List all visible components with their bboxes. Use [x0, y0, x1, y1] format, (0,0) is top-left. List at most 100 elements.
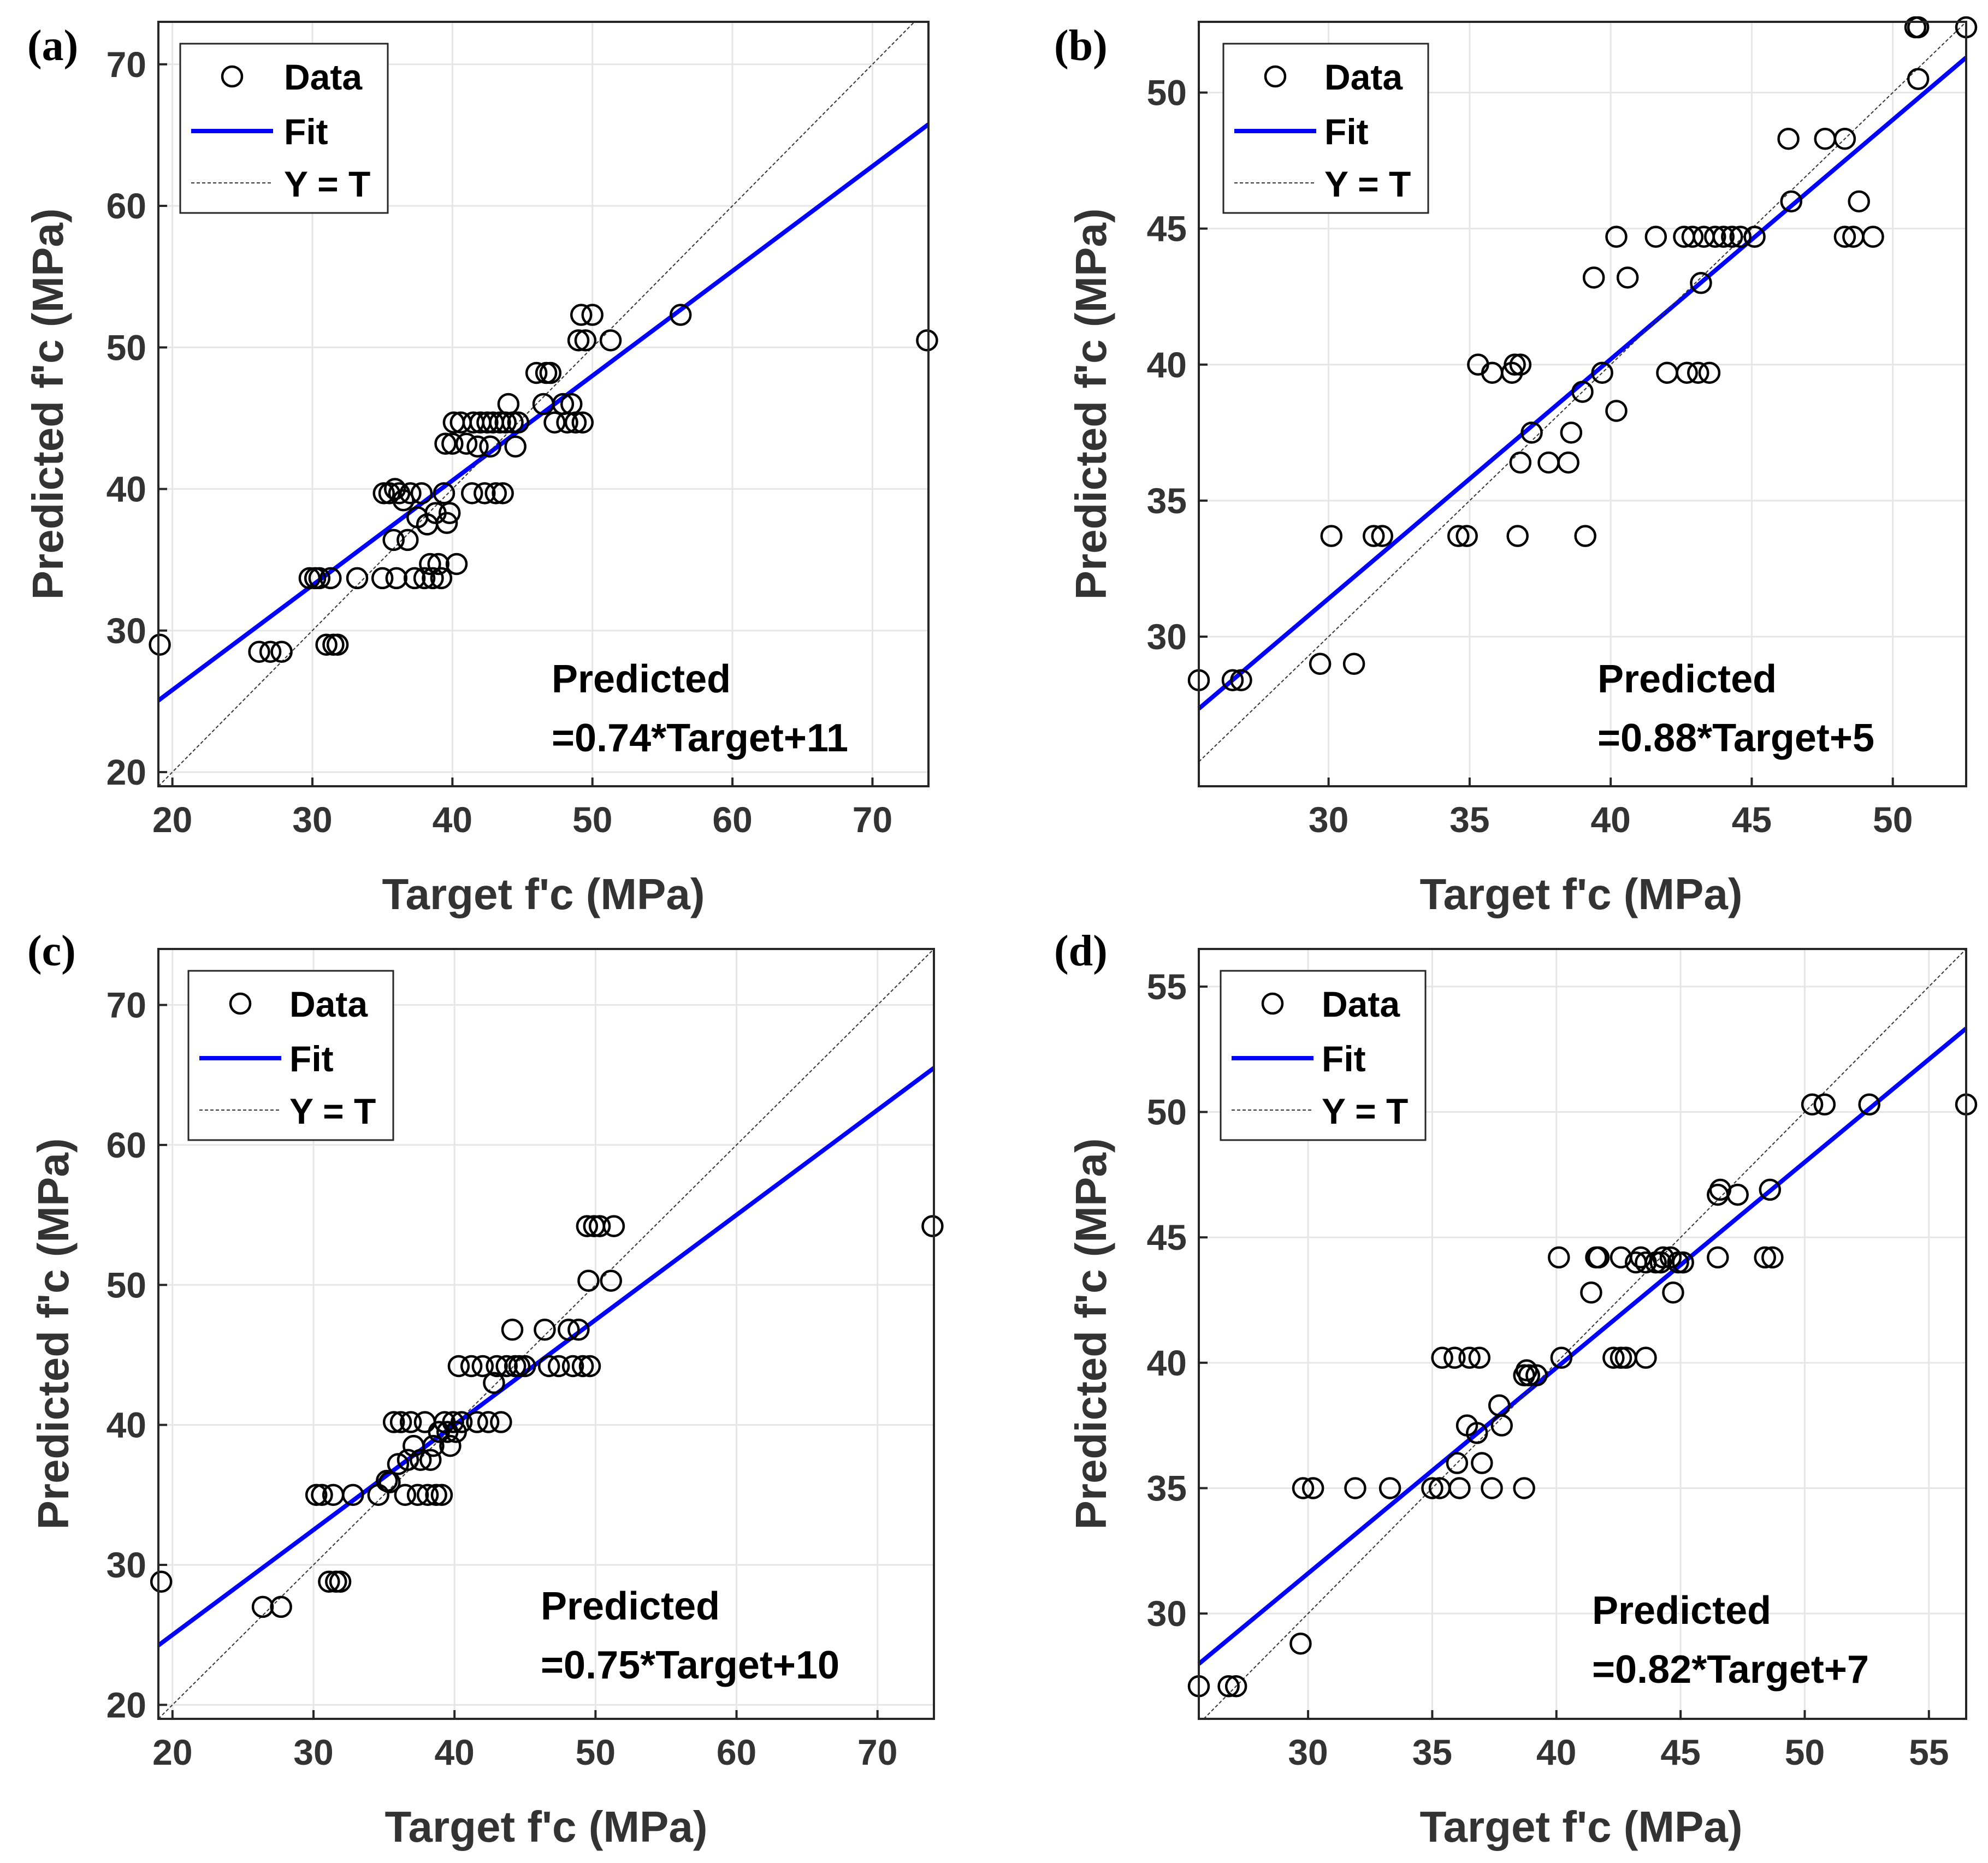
- data-point: [1471, 1452, 1493, 1474]
- data-point: [413, 567, 436, 590]
- data-point: [1848, 190, 1870, 213]
- data-point: [1557, 451, 1579, 474]
- identity-line-path: [158, 948, 934, 1719]
- data-point: [1509, 451, 1532, 474]
- data-point: [1644, 226, 1667, 248]
- y-tick-label: 40: [106, 469, 146, 509]
- data-point: [1548, 1246, 1570, 1269]
- fit-line-path: [1197, 1027, 1968, 1666]
- legend-box: [1222, 43, 1429, 214]
- legend-data-marker: [1264, 65, 1287, 88]
- data-point: [501, 411, 524, 434]
- data-point: [1814, 127, 1836, 150]
- data-point: [382, 1411, 405, 1433]
- data-point: [525, 361, 548, 384]
- data-point: [1704, 226, 1726, 248]
- data-point: [1582, 266, 1605, 289]
- y-axis-label: Predicted f'c (MPa): [29, 1138, 78, 1530]
- data-point: [1509, 353, 1532, 376]
- data-point: [1681, 226, 1704, 248]
- legend-box: [179, 43, 389, 214]
- y-tick-label: 35: [1147, 1468, 1187, 1508]
- data-point: [1520, 422, 1543, 444]
- data-point: [577, 1269, 600, 1292]
- equation-line-1: Predicted: [541, 1585, 720, 1628]
- identity-line-path: [1203, 948, 1967, 1719]
- panel-a: 20 30 40 50 60 70 20 30 40 50 60 70 (a) Target f'c…: [23, 21, 938, 918]
- data-point: [599, 329, 622, 352]
- data-point: [1378, 1477, 1401, 1499]
- data-point: [1698, 361, 1721, 384]
- data-point: [419, 553, 441, 575]
- x-tick-label: 30: [293, 1732, 333, 1772]
- x-tick-label: 30: [1288, 1732, 1328, 1772]
- x-tick-label: 30: [292, 799, 332, 840]
- data-points: [150, 1215, 944, 1618]
- identity-line-path: [158, 21, 915, 787]
- data-point: [1455, 525, 1478, 547]
- y-tick-labels: 30 35 40 45 50 55: [1147, 966, 1187, 1634]
- data-point: [1458, 1346, 1481, 1369]
- data-point: [329, 1570, 352, 1593]
- data-point: [308, 567, 331, 590]
- x-axis-label: Target f'c (MPa): [382, 870, 705, 918]
- y-tick-label: 30: [106, 1545, 146, 1585]
- data-point: [477, 1411, 500, 1433]
- data-point: [921, 1215, 944, 1237]
- data-point: [251, 1595, 274, 1618]
- data-point: [484, 482, 507, 505]
- x-tick-label: 40: [1536, 1732, 1576, 1772]
- data-point: [1721, 226, 1743, 248]
- data-point: [1481, 1477, 1503, 1499]
- data-point: [460, 1355, 483, 1378]
- data-point: [1652, 1246, 1675, 1269]
- data-point: [394, 1484, 417, 1506]
- y-tick-label: 50: [1147, 73, 1187, 113]
- data-point: [1363, 525, 1385, 547]
- data-point: [1605, 400, 1628, 422]
- data-point: [455, 432, 478, 455]
- x-tick-labels: 20 30 40 50 60 70: [152, 799, 892, 840]
- data-point: [378, 1471, 401, 1493]
- legend-fit-label: Fit: [284, 111, 328, 152]
- data-point: [378, 482, 401, 505]
- data-point: [1907, 16, 1930, 39]
- panel-d: 30 35 40 45 50 55 30 35 40 45 50 55 (d) Target f'c…: [1054, 927, 1978, 1851]
- legend: Data Fit Y = T: [1222, 43, 1429, 214]
- y-tick-label: 40: [1147, 345, 1187, 385]
- data-point: [450, 1411, 473, 1433]
- data-point: [315, 633, 338, 656]
- x-tick-labels: 20 30 40 50 60 70: [152, 1732, 897, 1772]
- legend-data-label: Data: [1324, 57, 1403, 97]
- legend-data-label: Data: [289, 984, 368, 1024]
- legend-yt-label: Y = T: [1324, 164, 1411, 204]
- x-tick-label: 45: [1732, 799, 1772, 840]
- x-tick-label: 40: [433, 799, 472, 840]
- data-point: [1801, 1093, 1824, 1116]
- data-point: [1320, 525, 1343, 547]
- x-axis-label: Target f'c (MPa): [1420, 870, 1743, 918]
- x-tick-label: 60: [712, 799, 752, 840]
- data-point: [1443, 1346, 1466, 1369]
- data-point: [397, 529, 419, 551]
- panel-label: (a): [27, 22, 78, 70]
- data-point: [578, 1355, 601, 1378]
- data-point: [305, 1484, 328, 1506]
- data-point: [1707, 1246, 1729, 1269]
- data-point: [471, 1355, 494, 1378]
- equation-line-1: Predicted: [1597, 657, 1777, 701]
- data-point: [571, 1355, 594, 1378]
- y-tick-labels: 30 35 40 45 50: [1147, 73, 1187, 657]
- data-point: [441, 432, 464, 455]
- legend-fit-label: Fit: [1324, 111, 1369, 152]
- data-points: [1187, 16, 1978, 691]
- x-tick-labels: 30 35 40 45 50: [1309, 799, 1913, 840]
- data-point: [422, 1434, 445, 1457]
- data-point: [259, 640, 282, 663]
- data-point: [1292, 1477, 1315, 1499]
- legend-data-marker: [1261, 992, 1284, 1015]
- data-point: [581, 304, 603, 326]
- data-point: [1907, 68, 1930, 90]
- legend: Data Fit Y = T: [179, 43, 389, 214]
